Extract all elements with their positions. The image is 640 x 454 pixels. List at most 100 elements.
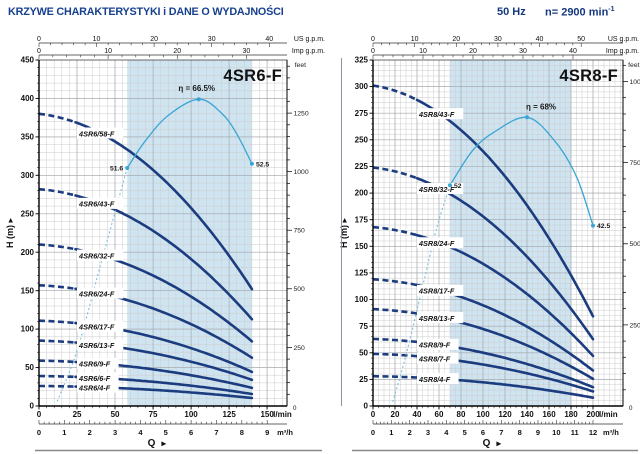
curve-label: 4SR6/4-F	[78, 383, 111, 392]
q-axis-tick-label: 40	[413, 410, 422, 419]
curve-label-box	[417, 312, 464, 324]
q-axis-tick-label: 125	[222, 410, 236, 419]
h-axis-tick-label: 275	[355, 109, 369, 118]
feet-tick-label: 500	[294, 286, 306, 293]
curve-label: 4SR8/17-F	[418, 287, 455, 296]
h-axis-tick-label: 100	[355, 295, 369, 304]
efficiency-value-label: 52.5	[256, 161, 269, 168]
q-axis-tick-label: 150	[260, 410, 274, 419]
m3h-tick-label: 6	[481, 428, 485, 437]
imp_gpm-tick-label: 20	[469, 48, 477, 55]
m3h-tick-label: 4	[138, 428, 143, 437]
m3h-tick-label: 1	[62, 428, 66, 437]
efficiency-curve-dashed	[392, 185, 451, 402]
imp_gpm-tick-label: 30	[519, 48, 527, 55]
q-axis-tick-label: 60	[435, 410, 444, 419]
feet-tick-label: 250	[294, 345, 306, 352]
imp_gpm-tick-label: 10	[104, 48, 112, 55]
curve-label-box	[77, 381, 119, 393]
curve-label: 4SR6/17-F	[78, 322, 115, 331]
curve-label-box	[77, 249, 124, 261]
h-axis-tick-label: 200	[355, 189, 369, 198]
m3h-tick-label: 3	[426, 428, 430, 437]
q-axis-title: Q ▶	[148, 438, 167, 449]
us_gpm-tick-label: 50	[577, 36, 585, 43]
curve-label-box	[77, 320, 124, 332]
efficiency-point-dot	[525, 115, 529, 120]
m3h-axis-ticks	[38, 420, 268, 424]
h-axis-title: H (m) ▸	[339, 218, 349, 248]
h-axis-tick-label: 50	[25, 363, 34, 372]
m3h-axis-unit: m³/h	[277, 428, 293, 437]
speed-exponent: -1	[608, 6, 615, 13]
m3h-tick-label: 7	[214, 428, 218, 437]
efficiency-point-dot	[125, 166, 130, 170]
q-axis-tick-label: 160	[542, 410, 556, 419]
h-axis-tick-label: 250	[355, 135, 369, 144]
curve-label-box	[77, 127, 124, 139]
pump-curve-dashed	[38, 339, 76, 344]
m3h-tick-label: 6	[189, 428, 193, 437]
h-axis-tick-label: 250	[21, 209, 35, 218]
curve-label-box	[77, 339, 124, 351]
curve-label: 4SR8/7-F	[418, 354, 451, 363]
curve-label-box	[417, 237, 464, 249]
efficiency-value-label: 51.6	[110, 166, 123, 173]
h-axis-tick-label: 0	[364, 402, 369, 411]
us_gpm-tick-label: 20	[452, 36, 460, 43]
curve-label-box	[77, 197, 124, 209]
h-axis-tick-label: 150	[21, 286, 35, 295]
us_gpm-tick-label: 40	[265, 36, 273, 43]
m3h-tick-label: 8	[518, 428, 522, 437]
m3h-tick-label: 12	[589, 428, 597, 437]
q-axis-tick-label: 0	[371, 410, 376, 419]
feet-axis-unit: feet	[295, 62, 306, 69]
speed-label: n= 2900 min-1	[545, 6, 615, 19]
q-axis-tick-label: 100	[184, 410, 198, 419]
m3h-tick-label: 5	[463, 428, 467, 437]
imp_gpm-tick-label: 30	[243, 48, 251, 55]
h-axis-tick-label: 225	[355, 162, 369, 171]
curve-label: 4SR6/9-F	[78, 360, 111, 369]
us_gpm-tick-label: 0	[37, 36, 41, 43]
curve-label: 4SR6/6-F	[78, 374, 111, 383]
us_gpm-tick-label: 40	[536, 36, 544, 43]
curve-label-box	[77, 357, 119, 369]
h-axis-tick-label: 150	[355, 242, 369, 251]
feet-tick-label: 1000	[294, 169, 309, 176]
q-axis-tick-label: 200	[586, 410, 600, 419]
pump-curve-dashed	[372, 225, 418, 237]
q-axis-tick-label: 120	[498, 410, 512, 419]
feet-tick-label: 250	[630, 322, 640, 329]
q-axis-tick-label: 25	[73, 410, 82, 419]
m3h-axis-unit: m³/h	[603, 428, 619, 437]
q-axis-tick-label: 180	[564, 410, 578, 419]
page-title: KRZYWE CHARAKTERYSTYKI i DANE O WYDAJNOŚ…	[8, 6, 284, 18]
us_gpm-tick-label: 30	[494, 36, 502, 43]
h-axis-title: H (m) ▸	[5, 218, 15, 248]
pump-curve-dashed	[38, 374, 76, 379]
m3h-tick-label: 5	[164, 428, 168, 437]
m3h-tick-label: 0	[37, 428, 41, 437]
curve-label: 4SR8/24-F	[418, 239, 455, 248]
m3h-tick-label: 1	[389, 428, 393, 437]
q-axis-tick-label: 0	[37, 410, 42, 419]
q-axis-tick-label: 75	[149, 410, 158, 419]
us_gpm-tick-label: 30	[208, 36, 216, 43]
curve-label: 4SR8/43-F	[418, 110, 455, 119]
h-axis-tick-label: 100	[21, 325, 35, 334]
h-axis-tick-label: 50	[359, 348, 368, 357]
m3h-tick-label: 4	[444, 428, 449, 437]
h-axis-tick-label: 400	[21, 94, 35, 103]
q-axis-tick-label: 20	[391, 410, 400, 419]
us_gpm-axis-unit: US g.p.m.	[608, 36, 639, 43]
feet-axis-unit: feet	[628, 62, 639, 69]
efficiency-value-label: 52	[454, 183, 462, 190]
h-axis-tick-label: 300	[21, 171, 35, 180]
m3h-tick-label: 8	[240, 428, 244, 437]
us_gpm-tick-label: 10	[411, 36, 419, 43]
h-axis-tick-label: 450	[21, 56, 35, 65]
curve-label: 4SR6/32-F	[78, 251, 115, 260]
